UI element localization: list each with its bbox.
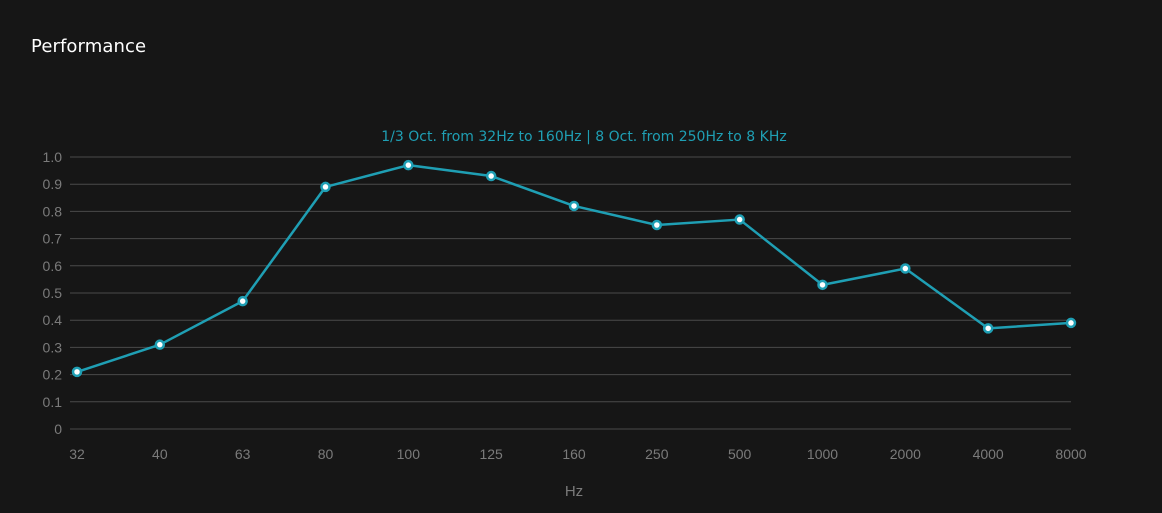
y-tick-label: 0.9 [43,176,63,192]
x-tick-label: 4000 [973,446,1004,462]
data-point[interactable] [237,295,248,307]
data-point[interactable] [1065,317,1077,329]
data-point[interactable] [485,170,497,182]
data-point[interactable] [817,279,828,291]
data-point[interactable] [403,159,414,171]
x-axis-ticks: 32 40 63 80 100 125 160 250 500 1000 2000 4000 8000 [69,446,1087,462]
y-tick-label: 0.5 [43,285,63,301]
x-tick-label: 2000 [890,446,921,462]
x-tick-label: 100 [397,446,421,462]
x-tick-label: 125 [479,446,503,462]
grid-lines [70,156,1071,430]
y-axis-ticks: 0 0.1 0.2 0.3 0.4 0.5 0.6 0.7 0.8 0.9 1.0 [43,149,63,437]
y-tick-label: 0.3 [43,339,63,355]
y-tick-label: 0.8 [43,203,63,219]
x-tick-label: 40 [152,446,168,462]
x-tick-label: 1000 [807,446,838,462]
data-series [71,159,1077,378]
data-point[interactable] [71,366,83,378]
y-tick-label: 0.2 [43,367,63,383]
x-tick-label: 63 [235,446,251,462]
series-line [76,163,1072,374]
y-tick-label: 0 [54,421,62,437]
y-tick-label: 0.4 [43,312,63,328]
data-point[interactable] [320,181,331,193]
data-point[interactable] [734,214,745,225]
y-tick-label: 0.1 [43,394,63,410]
data-point[interactable] [651,219,663,231]
chart-subtitle: 1/3 Oct. from 32Hz to 160Hz | 8 Oct. fro… [381,129,786,145]
y-tick-label: 1.0 [43,149,63,165]
data-point[interactable] [982,323,994,334]
x-axis-label: Hz [565,483,583,500]
x-tick-label: 32 [69,446,85,462]
x-tick-label: 250 [645,446,669,462]
data-point[interactable] [900,263,911,274]
y-tick-label: 0.7 [43,231,63,247]
x-tick-label: 500 [728,446,752,462]
x-tick-label: 8000 [1055,446,1086,462]
card-title: Performance [31,36,147,57]
x-tick-label: 160 [562,446,586,462]
data-point[interactable] [154,339,166,350]
x-tick-label: 80 [318,446,334,462]
data-point[interactable] [568,200,580,212]
y-tick-label: 0.6 [43,258,63,274]
